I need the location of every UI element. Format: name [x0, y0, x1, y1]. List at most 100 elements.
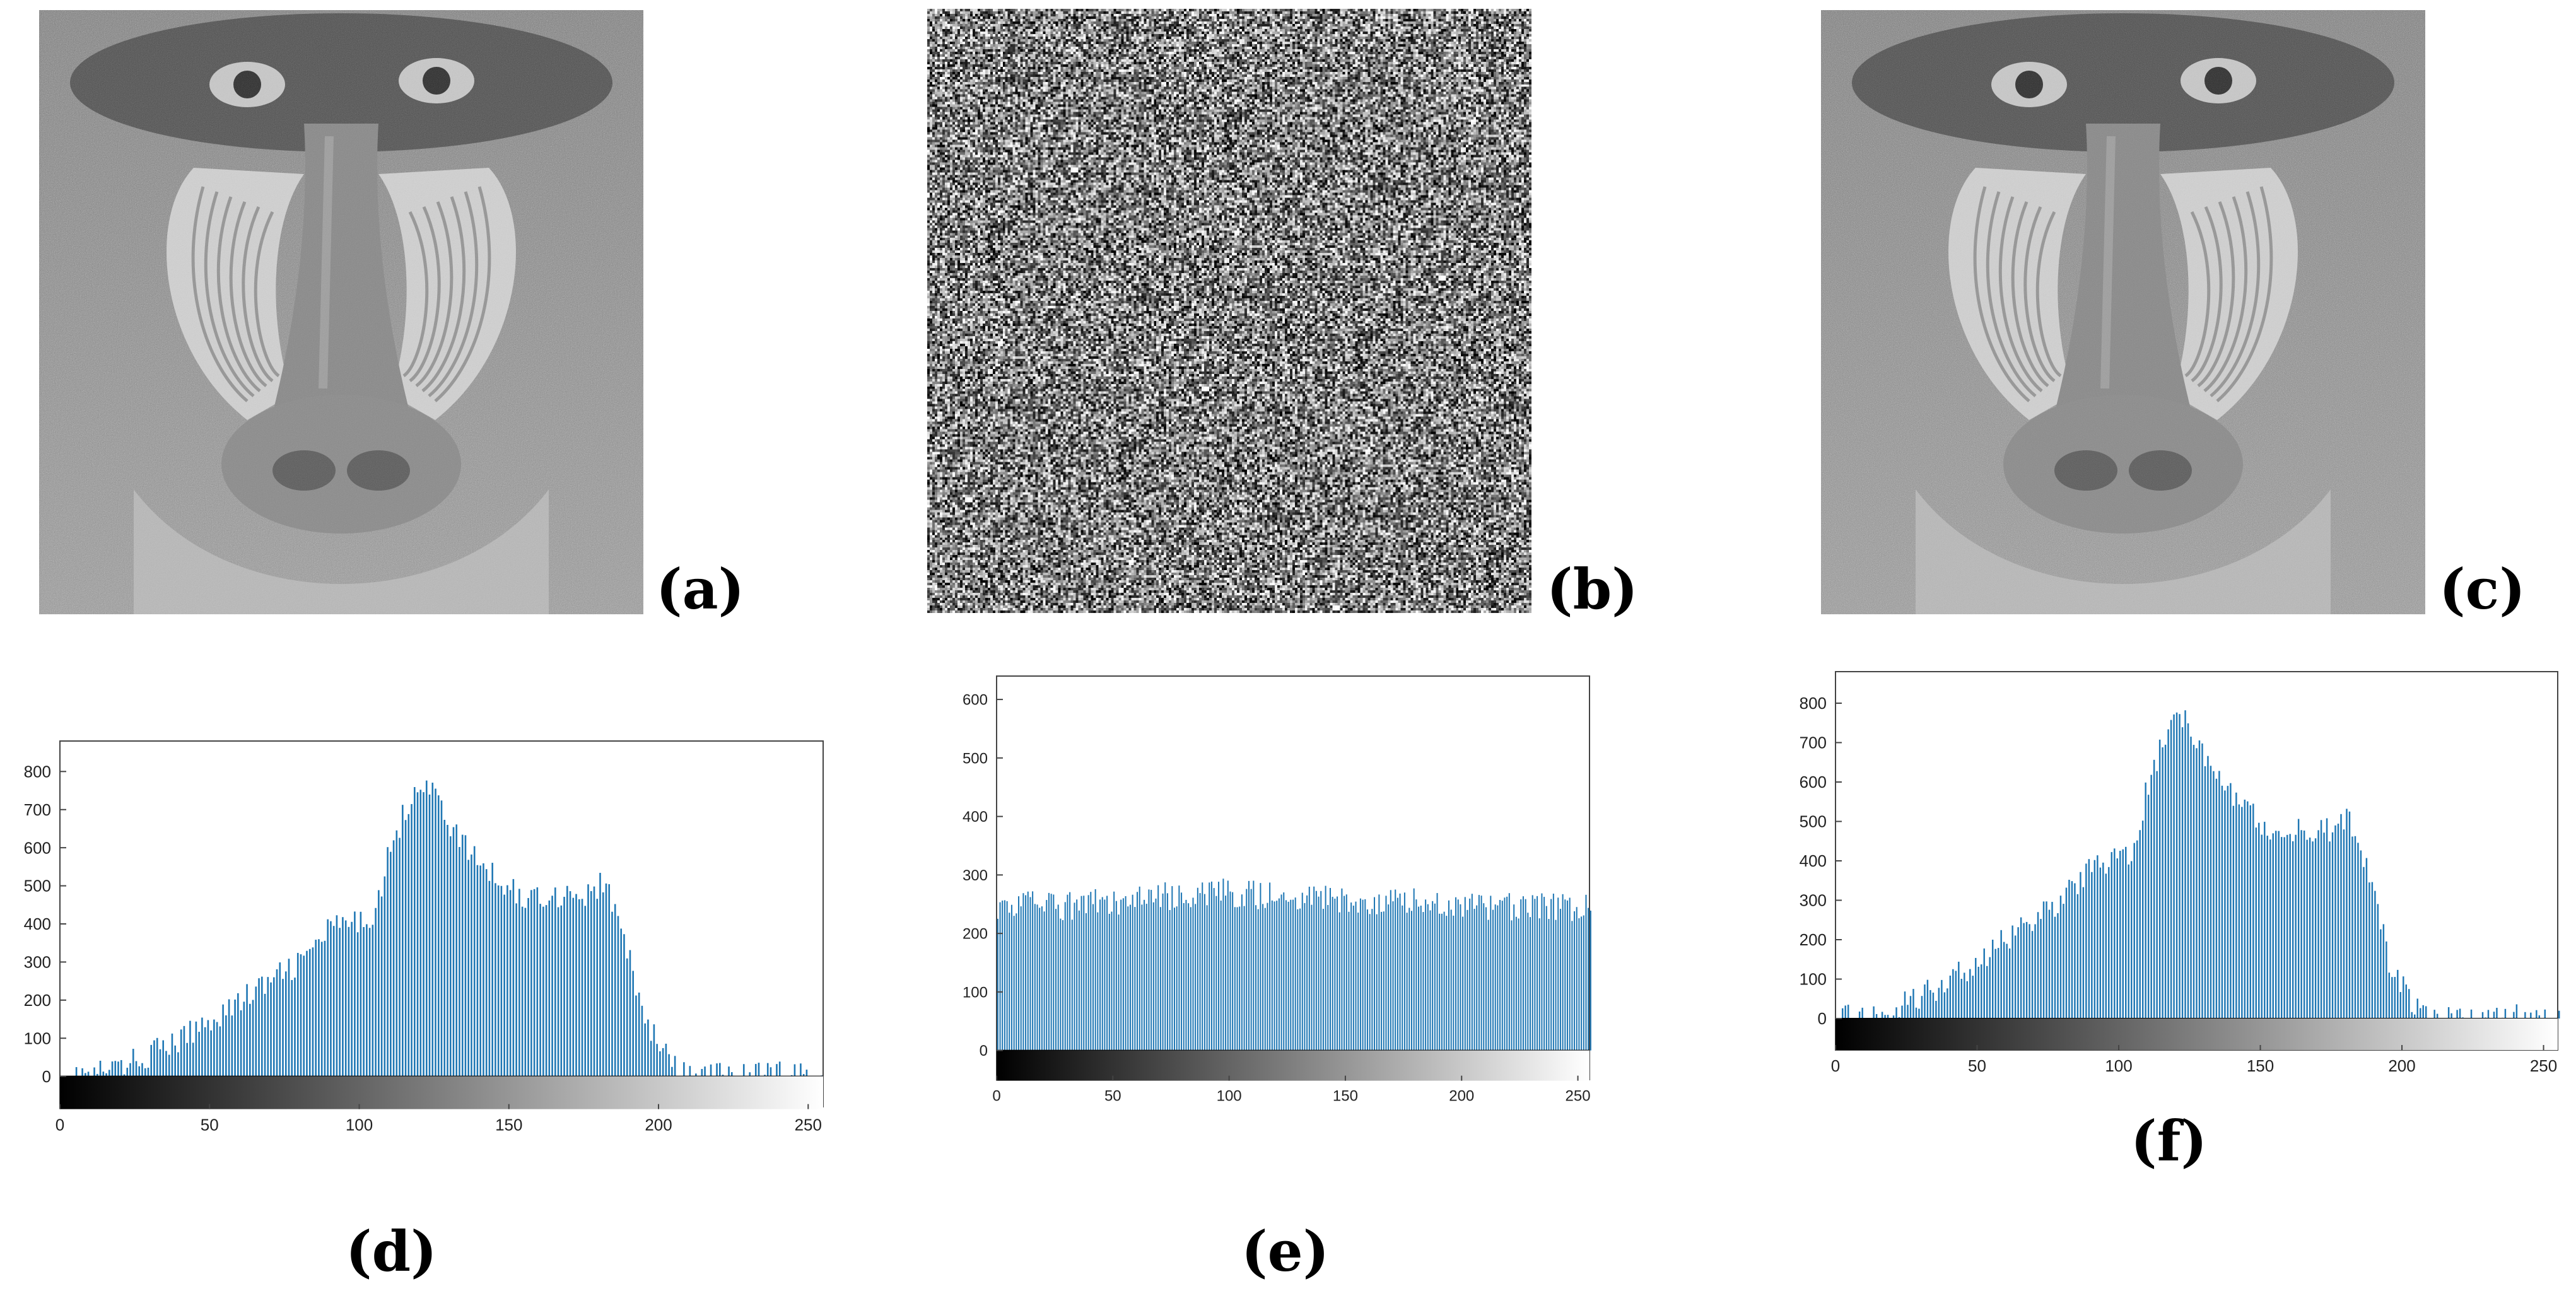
histogram-bar — [1048, 892, 1050, 1051]
grayscale-colorbar — [997, 1050, 1590, 1081]
histogram-bar — [1050, 894, 1052, 1051]
histogram-bar — [395, 830, 398, 1077]
histogram-bar — [1344, 896, 1345, 1051]
histogram-bar — [440, 800, 443, 1077]
histogram-bar — [635, 995, 637, 1077]
histogram-decrypted: 0 100 200 300 400 500 600 700 800 0 50 100 150 200 250 — [1800, 671, 2560, 1075]
histogram-bar — [2097, 855, 2099, 1019]
histogram-bar — [2167, 729, 2169, 1019]
histogram-bar — [2017, 927, 2019, 1019]
histogram-bar — [1320, 890, 1322, 1051]
histogram-bar — [1218, 882, 1220, 1051]
histogram-bar — [1152, 902, 1154, 1051]
y-tick-label: 300 — [963, 867, 988, 884]
histogram-bar — [1090, 892, 1092, 1051]
histogram-bar — [2235, 792, 2237, 1019]
histogram-bar — [1125, 896, 1127, 1051]
histogram-bar — [1087, 895, 1089, 1051]
histogram-bar — [1120, 899, 1122, 1051]
histogram-bar — [1875, 1013, 1878, 1019]
histogram-bar — [1099, 899, 1101, 1051]
histogram-bar — [770, 1067, 772, 1077]
histogram-bar — [999, 902, 1001, 1051]
histogram-bar — [1046, 900, 1048, 1051]
histogram-bar — [1513, 904, 1515, 1051]
histogram-bar — [150, 1044, 153, 1077]
histogram-bar — [2054, 916, 2056, 1019]
histogram-bar — [1227, 880, 1229, 1051]
histogram-bar — [2139, 830, 2141, 1019]
histogram-bar — [1188, 903, 1190, 1051]
histogram-bar — [1450, 909, 1452, 1051]
histogram-bar — [2011, 925, 2013, 1019]
histogram-bar — [2306, 839, 2308, 1019]
histogram-bar — [1422, 912, 1424, 1051]
x-tick-label: 200 — [645, 1116, 672, 1135]
histogram-bar — [2042, 901, 2045, 1019]
histogram-bar — [1137, 892, 1139, 1051]
histogram-bar — [138, 1066, 141, 1077]
histogram-bar — [1115, 901, 1117, 1051]
histogram-bar — [1912, 989, 1914, 1019]
histogram-bar — [2213, 771, 2215, 1019]
histogram-bar — [452, 827, 455, 1077]
histogram-bar — [366, 924, 368, 1077]
histogram-bar — [608, 884, 611, 1077]
y-tick-label: 200 — [1800, 930, 1827, 949]
y-tick-label: 400 — [1800, 851, 1827, 870]
histogram-bar — [99, 1060, 102, 1077]
histogram-bar — [2164, 744, 2167, 1019]
histogram-bar — [2040, 919, 2042, 1019]
histogram-bar — [1918, 1008, 1920, 1019]
histogram-bar — [360, 911, 362, 1077]
histogram-bar — [339, 928, 341, 1077]
histogram-bar — [590, 890, 592, 1077]
histogram-bar — [671, 1066, 673, 1077]
histogram-bar — [728, 1066, 730, 1077]
histogram-bar — [425, 780, 428, 1077]
histogram-bar — [1357, 913, 1359, 1051]
histogram-bar — [1338, 912, 1340, 1051]
histogram-bar — [704, 1066, 706, 1077]
histogram-bar — [2382, 924, 2385, 1019]
histogram-bar — [495, 883, 496, 1077]
histogram-bar — [449, 836, 452, 1077]
histogram-bar — [638, 992, 640, 1077]
histogram-bar — [605, 883, 607, 1077]
histogram-bar — [611, 911, 613, 1077]
histogram-bar — [1239, 906, 1241, 1051]
histogram-bar — [2538, 1015, 2541, 1019]
histogram-bar — [1257, 909, 1259, 1051]
histogram-bar — [2158, 739, 2161, 1019]
histogram-bar — [473, 846, 476, 1077]
x-tick-label: 100 — [1217, 1088, 1242, 1105]
y-tick-label: 500 — [24, 877, 51, 896]
histogram-bar — [1555, 919, 1557, 1051]
histogram-bar — [282, 979, 284, 1077]
histogram-bar — [1122, 898, 1124, 1051]
histogram-bar — [258, 978, 260, 1077]
histogram-bar — [2295, 834, 2297, 1019]
histogram-bar — [1378, 894, 1380, 1051]
y-tick-label: 0 — [1818, 1009, 1827, 1028]
histogram-bar — [2179, 714, 2181, 1019]
histogram-bar — [368, 928, 371, 1077]
histogram-bar — [1464, 897, 1466, 1051]
histogram-bar — [1434, 903, 1436, 1051]
histogram-bar — [105, 1073, 107, 1077]
histogram-bar — [1097, 912, 1099, 1051]
histogram-bar — [354, 911, 356, 1077]
histogram-bar — [435, 788, 436, 1077]
histogram-bar — [330, 921, 332, 1077]
histogram-bar — [2312, 841, 2314, 1019]
histogram-bar — [509, 890, 512, 1077]
histogram-bar — [2080, 872, 2081, 1019]
face-drawing — [39, 10, 643, 614]
histogram-bar — [2255, 827, 2257, 1019]
histogram-bar — [123, 1074, 126, 1077]
y-tick-label: 200 — [963, 926, 988, 943]
histogram-bar — [1574, 911, 1576, 1051]
x-tick-label: 250 — [1566, 1088, 1591, 1105]
histogram-bar — [674, 1056, 676, 1077]
histogram-bar — [195, 1021, 197, 1077]
